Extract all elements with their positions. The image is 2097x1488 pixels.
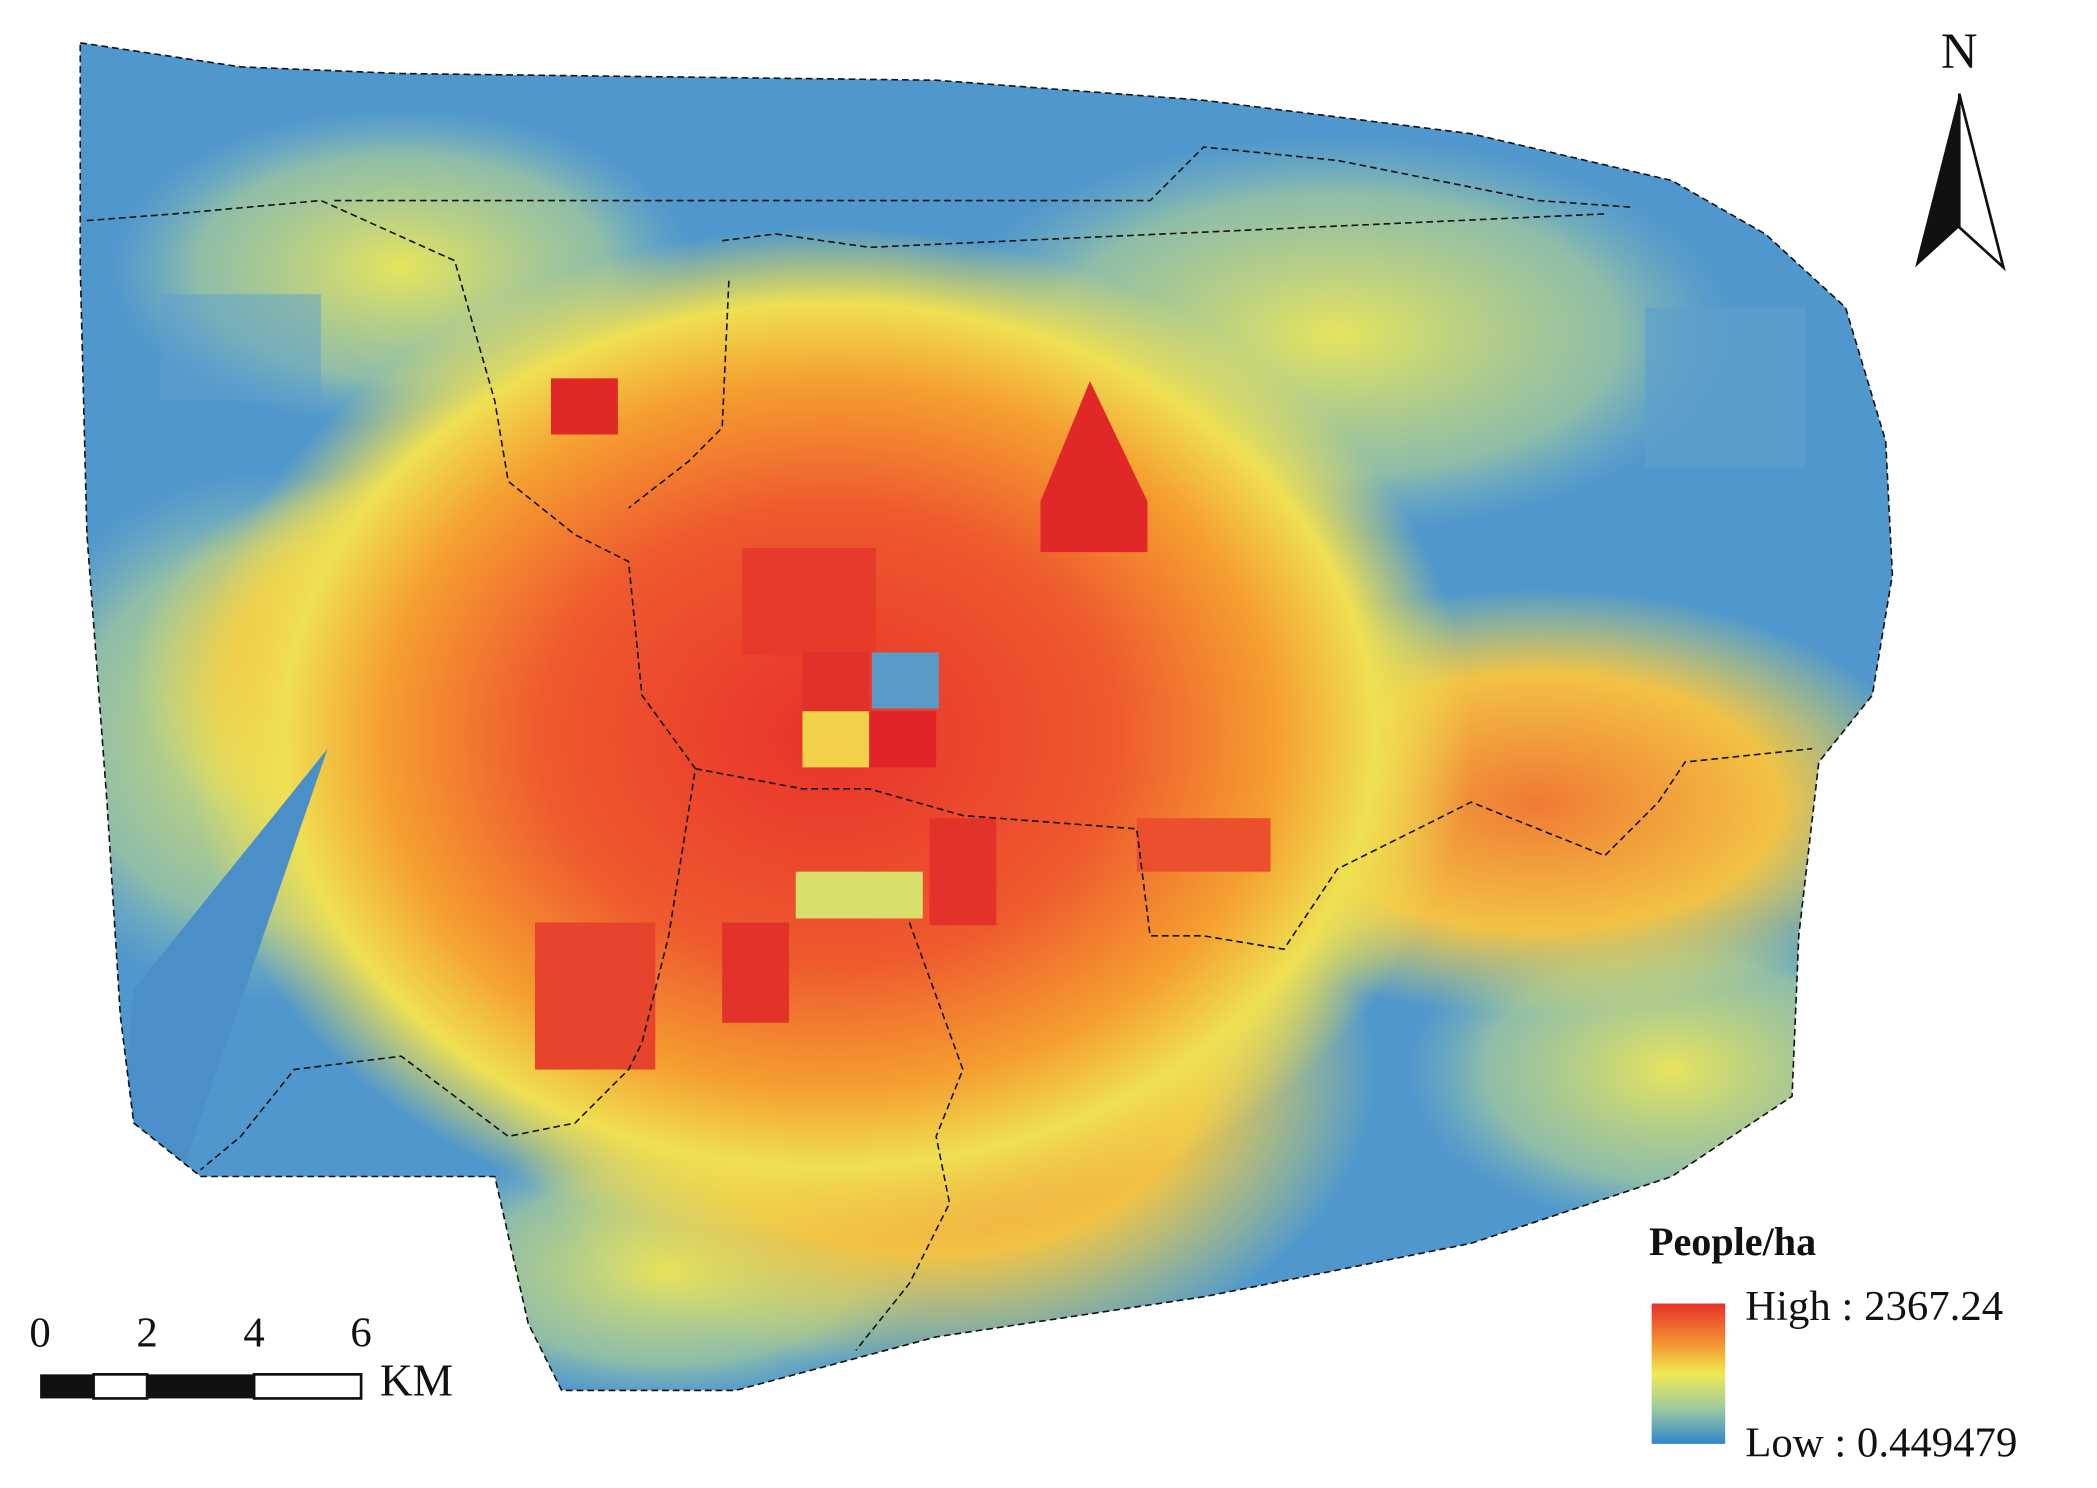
legend-low: Low : 0.449479 xyxy=(1745,1419,2017,1466)
scale-tick-label: 4 xyxy=(243,1310,264,1357)
legend-title: People/ha xyxy=(1649,1219,1816,1264)
scale-unit: KM xyxy=(380,1354,453,1405)
legend-colorbar xyxy=(1651,1303,1726,1444)
scale-tick-label: 0 xyxy=(29,1310,50,1357)
scale-tick-label: 6 xyxy=(350,1310,371,1357)
legend: People/ha High : 2367.24 Low : 0.449479 xyxy=(1649,1219,2017,1466)
scale-bar: 0 2 4 6 KM xyxy=(29,1310,453,1406)
scale-tick-label: 2 xyxy=(136,1310,157,1357)
north-label: N xyxy=(1941,23,1978,79)
legend-high: High : 2367.24 xyxy=(1745,1283,2003,1330)
north-arrow: N xyxy=(1915,23,2006,272)
district-boundaries xyxy=(79,41,1894,1392)
